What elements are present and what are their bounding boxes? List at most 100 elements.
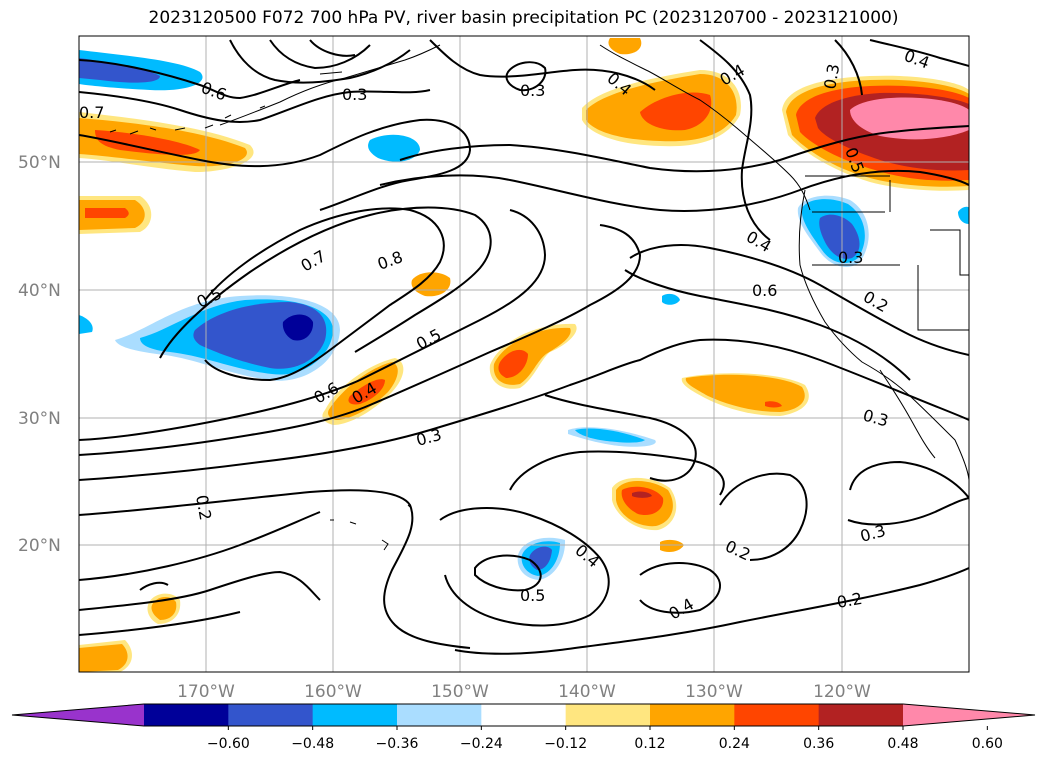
colorbar-tick-label: 0.24 [719,736,750,752]
pv-contour-line [79,489,471,649]
contour-label: 0.7 [79,103,104,122]
pv-contour-line [79,338,969,481]
lon-label: 160°W [304,682,362,702]
map-frame [78,35,970,673]
pv-contour-line [79,224,642,456]
positive-pc-region [151,596,177,620]
colorbar-extend-low [12,704,144,726]
colorbar-segment [734,704,820,726]
pv-contour-line [79,611,241,636]
pv-contour-line [699,39,771,241]
negative-pc-region [575,428,645,443]
pv-contour-line [624,269,911,381]
colorbar-extend-high [903,704,1035,726]
colorbar-segment [650,704,735,726]
pv-contour-line [79,570,321,611]
positive-pc-region [95,130,200,155]
colorbar-segment [144,704,229,726]
contour-label: 0.3 [820,62,843,90]
longitude-labels: 170°W 160°W 150°W 140°W 130°W 120°W [177,682,871,702]
pv-contour-line [474,554,542,592]
pv-contour-line [79,209,547,441]
colorbar-tick-label: −0.12 [544,736,587,752]
pv-contour-line [505,61,547,92]
state-borders [812,180,969,331]
pv-contour-line [399,125,969,173]
colorbar: −0.60 −0.48 −0.36 −0.24 −0.12 0.12 0.24 0.36 0.4… [11,703,1036,752]
pv-contour-line [847,497,969,526]
lat-label: 50°N [18,153,61,173]
pv-contour-line [454,567,969,655]
positive-pc-region [348,379,385,405]
negative-pc-region [79,315,93,334]
colorbar-tick-label: 0.48 [887,736,918,752]
map-title: 2023120500 F072 700 hPa PV, river basin … [148,8,899,28]
lat-label: 30°N [18,409,61,429]
contour-label: 0.6 [752,281,777,300]
negative-pc-region [282,314,314,341]
pv-contour-line [544,394,697,482]
positive-pc-region [765,401,782,408]
lat-label: 20°N [18,536,61,556]
lon-label: 150°W [431,682,489,702]
negative-pc-region [662,293,680,305]
positive-pc-region [608,38,642,55]
positive-pc-region [85,208,129,218]
plot-area: 0.6 0.7 0.3 0.3 0.4 0.4 0.3 0.4 0.5 0.4 … [79,36,969,672]
colorbar-tick-label: −0.48 [291,736,334,752]
colorbar-segment [818,704,904,726]
colorbar-tick-label: 0.12 [634,736,665,752]
positive-pc-region [498,349,528,378]
lon-label: 140°W [558,682,616,702]
pv-contour-line [439,507,610,627]
pv-contour-line [269,39,371,70]
us-west-coast [798,189,969,481]
pv-contour-line [309,39,356,57]
colorbar-tick-label: −0.60 [207,736,250,752]
pv-contour-line [429,39,656,91]
positive-pc-region [660,539,684,553]
lon-label: 120°W [813,682,871,702]
contour-label: 0.5 [520,586,545,605]
pv-contour-line [139,581,169,591]
latitude-labels: 50°N 40°N 30°N 20°N [18,153,61,556]
pv-contour-line [79,511,321,581]
pv-contour-line [719,472,808,561]
pv-contour-line [509,450,725,496]
colorbar-segment [397,704,482,726]
colorbar-tick-label: −0.24 [460,736,503,752]
colorbar-outline [11,703,1036,727]
lat-label: 40°N [18,281,61,301]
lon-label: 170°W [177,682,235,702]
pv-contour-line [159,206,492,359]
contour-label: 0.2 [835,589,863,612]
pv-contour-line [849,460,969,499]
pv-contour-line [834,39,863,96]
negative-pc-region [368,134,420,162]
lon-label: 130°W [685,682,743,702]
pv-contour-line [79,59,301,100]
colorbar-segment [312,704,398,726]
hawaii-islands [330,504,411,551]
alaska-coastline [599,44,811,211]
positive-pc-region [632,491,652,498]
pv-contour-line [204,207,445,382]
baja-coast [879,369,936,459]
negative-pc-region [79,58,160,83]
colorbar-segment [228,704,314,726]
colorbar-segment [565,704,651,726]
colorbar-segment [481,704,567,726]
pv-contour-line [379,169,969,212]
positive-pc-region [640,92,712,131]
contour-label: 0.3 [838,248,863,267]
colorbar-tick-label: 0.60 [972,736,1003,752]
negative-pc-region [819,214,860,259]
negative-pc-region [958,206,969,224]
positive-pc-region [79,644,128,672]
pv-contours [79,39,969,655]
aleutian-islands [109,71,343,135]
contour-label: 0.3 [342,85,367,104]
pv-contour-line [79,89,431,123]
contour-label: 0.3 [520,81,545,100]
